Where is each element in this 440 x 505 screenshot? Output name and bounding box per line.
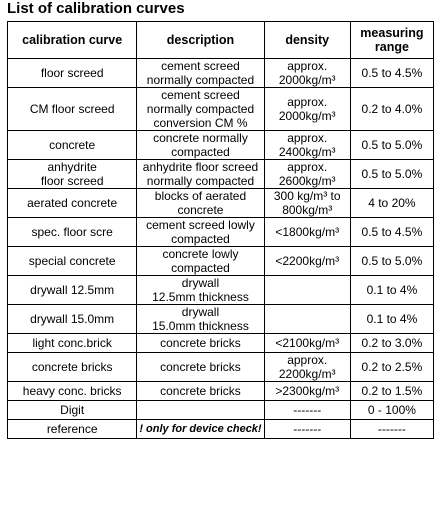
table-row: spec. floor scre cement screed lowly com… — [6, 217, 435, 247]
table-row: light conc.brick concrete bricks <2100kg… — [6, 333, 435, 353]
cell-description: concrete bricks — [136, 381, 265, 401]
cell-description — [136, 400, 265, 420]
cell-range: 0.2 to 1.5% — [349, 381, 435, 401]
cell-curve: Digit — [6, 400, 138, 420]
cell-curve: spec. floor scre — [6, 217, 138, 247]
cell-range: 0.5 to 4.5% — [349, 217, 435, 247]
cell-density — [263, 304, 351, 334]
cell-range: 0.5 to 5.0% — [349, 159, 435, 189]
cell-density: approx. 2200kg/m³ — [263, 352, 351, 382]
cell-curve: special concrete — [6, 246, 138, 276]
table-row: aerated concrete blocks of aerated concr… — [6, 188, 435, 218]
cell-range: 4 to 20% — [349, 188, 435, 218]
cell-curve: concrete bricks — [6, 352, 138, 382]
cell-density: ------- — [263, 419, 351, 439]
cell-curve: floor screed — [6, 58, 138, 88]
cell-density: <2100kg/m³ — [263, 333, 351, 353]
cell-description: ! only for device check! — [136, 419, 265, 439]
cell-range: 0.1 to 4% — [349, 275, 435, 305]
cell-range: ------- — [349, 419, 435, 439]
cell-range: 0.2 to 3.0% — [349, 333, 435, 353]
cell-description: drywall 15.0mm thickness — [136, 304, 265, 334]
calibration-curves-table: calibration curve description density me… — [6, 21, 435, 439]
table-header-row: calibration curve description density me… — [6, 21, 435, 59]
page-title: List of calibration curves — [7, 0, 185, 17]
table-row: concrete bricks concrete bricks approx. … — [6, 352, 435, 382]
cell-density: <1800kg/m³ — [263, 217, 351, 247]
cell-range: 0.1 to 4% — [349, 304, 435, 334]
header-calibration-curve: calibration curve — [6, 21, 138, 59]
table-row: concrete concrete normally compacted app… — [6, 130, 435, 160]
cell-curve: heavy conc. bricks — [6, 381, 138, 401]
cell-density: approx. 2000kg/m³ — [263, 58, 351, 88]
table-row: heavy conc. bricks concrete bricks >2300… — [6, 381, 435, 401]
cell-curve: drywall 15.0mm — [6, 304, 138, 334]
table-row: drywall 12.5mm drywall 12.5mm thickness … — [6, 275, 435, 305]
cell-density: approx. 2600kg/m³ — [263, 159, 351, 189]
cell-curve: CM floor screed — [6, 87, 138, 131]
cell-density: 300 kg/m³ to 800kg/m³ — [263, 188, 351, 218]
cell-range: 0.5 to 5.0% — [349, 130, 435, 160]
cell-curve: concrete — [6, 130, 138, 160]
cell-density: <2200kg/m³ — [263, 246, 351, 276]
cell-range: 0.5 to 4.5% — [349, 58, 435, 88]
table-row: Digit ------- 0 - 100% — [6, 400, 435, 420]
cell-description: concrete lowly compacted — [136, 246, 265, 276]
cell-description: concrete bricks — [136, 352, 265, 382]
cell-density: >2300kg/m³ — [263, 381, 351, 401]
table-row: CM floor screed cement screed normally c… — [6, 87, 435, 131]
cell-description: cement screed lowly compacted — [136, 217, 265, 247]
header-description: description — [136, 21, 265, 59]
table-row: reference ! only for device check! -----… — [6, 419, 435, 439]
table-row: anhydrite floor screed anhydrite floor s… — [6, 159, 435, 189]
cell-description: concrete normally compacted — [136, 130, 265, 160]
header-measuring-range: measuring range — [349, 21, 435, 59]
cell-curve: drywall 12.5mm — [6, 275, 138, 305]
cell-description: blocks of aerated concrete — [136, 188, 265, 218]
cell-description: cement screed normally compacted — [136, 58, 265, 88]
cell-density: ------- — [263, 400, 351, 420]
table-row: special concrete concrete lowly compacte… — [6, 246, 435, 276]
cell-range: 0.2 to 4.0% — [349, 87, 435, 131]
cell-curve: reference — [6, 419, 138, 439]
cell-density — [263, 275, 351, 305]
cell-curve: light conc.brick — [6, 333, 138, 353]
cell-description: concrete bricks — [136, 333, 265, 353]
cell-curve: anhydrite floor screed — [6, 159, 138, 189]
cell-description: anhydrite floor screed normally compacte… — [136, 159, 265, 189]
cell-density: approx. 2000kg/m³ — [263, 87, 351, 131]
cell-range: 0 - 100% — [349, 400, 435, 420]
header-density: density — [263, 21, 351, 59]
cell-description: cement screed normally compacted convers… — [136, 87, 265, 131]
cell-curve: aerated concrete — [6, 188, 138, 218]
cell-range: 0.5 to 5.0% — [349, 246, 435, 276]
cell-description: drywall 12.5mm thickness — [136, 275, 265, 305]
cell-density: approx. 2400kg/m³ — [263, 130, 351, 160]
table-row: drywall 15.0mm drywall 15.0mm thickness … — [6, 304, 435, 334]
cell-range: 0.2 to 2.5% — [349, 352, 435, 382]
table-row: floor screed cement screed normally comp… — [6, 58, 435, 88]
